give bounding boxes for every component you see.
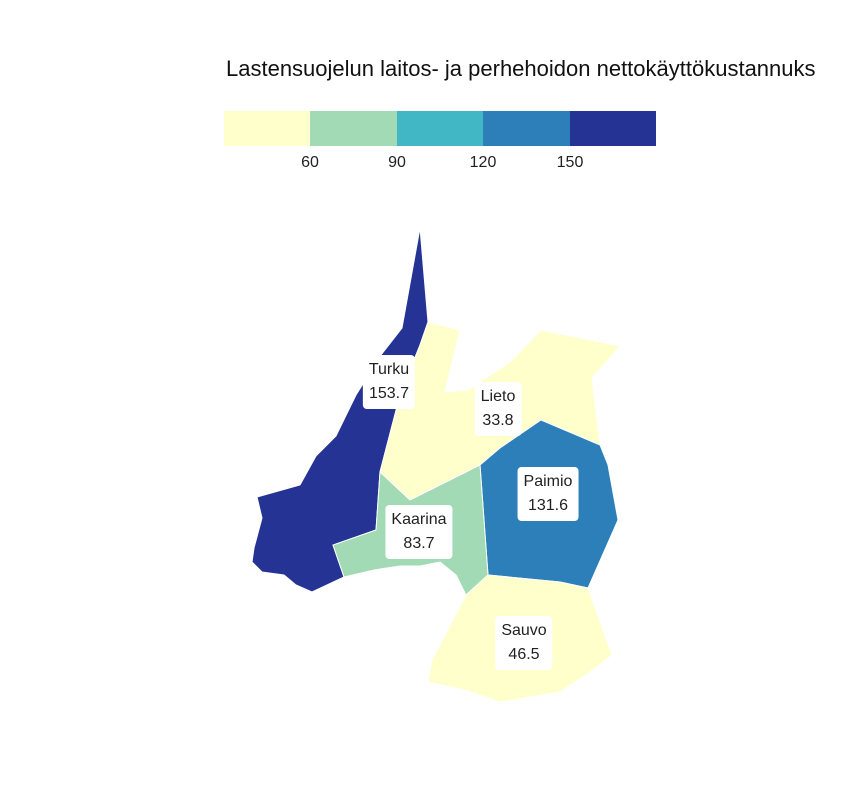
region-label-kaarina: Kaarina 83.7 bbox=[385, 505, 453, 559]
legend-swatch-4 bbox=[483, 111, 570, 146]
region-name: Lieto bbox=[480, 388, 516, 405]
region-name: Paimio bbox=[523, 473, 573, 490]
legend-swatch-1 bbox=[224, 111, 311, 146]
region-value: 131.6 bbox=[527, 497, 569, 514]
legend-ticks: 60 90 120 150 bbox=[224, 154, 656, 176]
region-value: 83.7 bbox=[403, 535, 435, 552]
region-value: 33.8 bbox=[482, 412, 514, 429]
legend-swatch-2 bbox=[310, 111, 397, 146]
region-name: Turku bbox=[368, 361, 410, 378]
region-name: Kaarina bbox=[391, 511, 447, 528]
region-label-lieto: Lieto 33.8 bbox=[474, 382, 522, 436]
legend-tick: 60 bbox=[301, 154, 319, 171]
color-legend bbox=[224, 111, 656, 146]
region-name: Sauvo bbox=[501, 622, 547, 639]
legend-swatch-5 bbox=[569, 111, 656, 146]
legend-tick: 150 bbox=[556, 154, 584, 171]
region-value: 153.7 bbox=[368, 385, 410, 402]
region-value: 46.5 bbox=[508, 646, 540, 663]
legend-tick: 90 bbox=[388, 154, 406, 171]
region-label-sauvo: Sauvo 46.5 bbox=[495, 616, 553, 670]
region-label-paimio: Paimio 131.6 bbox=[517, 467, 579, 521]
map-title: Lastensuojelun laitos- ja perhehoidon ne… bbox=[226, 56, 816, 81]
legend-tick: 120 bbox=[469, 154, 497, 171]
legend-swatch-3 bbox=[396, 111, 484, 146]
region-label-turku: Turku 153.7 bbox=[362, 355, 416, 409]
